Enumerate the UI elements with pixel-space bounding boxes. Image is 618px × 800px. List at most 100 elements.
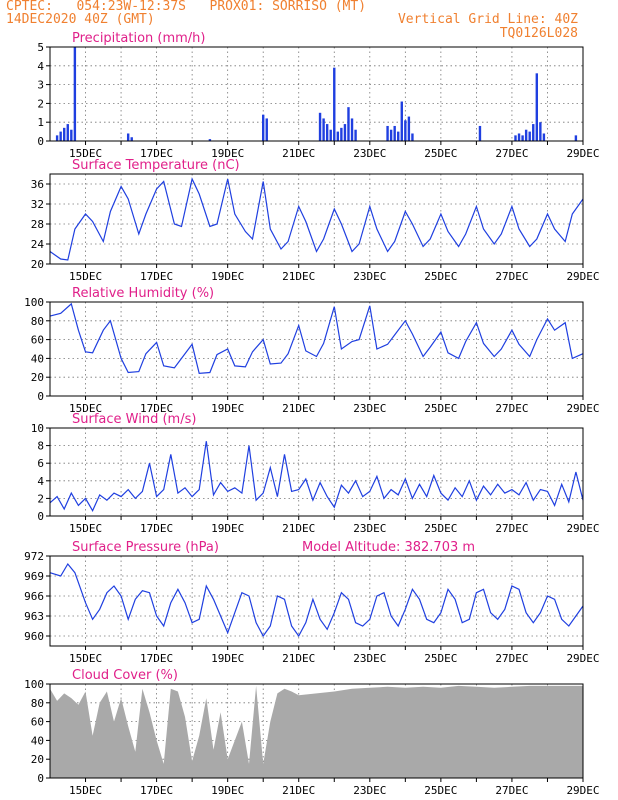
wind-line [49,441,584,513]
cloud-area [50,685,583,778]
pressure-xtick-label: 27DEC [495,652,528,665]
wind-ytick-label: 0 [37,510,44,523]
precip-xtick-label: 15DEC [69,147,102,160]
pressure-xtick-label: 17DEC [140,652,173,665]
temp-xtick-label: 17DEC [140,270,173,283]
precip-bar [322,118,325,141]
precip-bar [532,124,535,141]
cloud-xtick-label: 27DEC [495,784,528,797]
cloud-ytick-label: 80 [31,697,44,710]
pressure-xtick-label: 23DEC [353,652,386,665]
precip-xtick-label: 23DEC [353,147,386,160]
precip-bar [347,107,350,141]
wind-xtick-label: 15DEC [69,522,102,535]
wind-xtick-label: 17DEC [140,522,173,535]
precip-bar [343,124,347,141]
cloud-xtick-label: 19DEC [211,784,244,797]
humidity-ytick-label: 100 [24,296,44,309]
humidity-xtick-label: 27DEC [495,402,528,415]
temp-frame [49,173,584,265]
wind-ytick-label: 2 [37,492,44,505]
pressure-ytick-label: 969 [24,570,44,583]
date-header: 14DEC2020 40Z (GMT) [6,12,155,27]
humidity-xtick-label: 15DEC [69,402,102,415]
temp-xtick-label: 27DEC [495,270,528,283]
wind-ytick-label: 4 [37,475,44,488]
precip-bar [350,118,354,141]
humidity-ytick-label: 80 [31,315,44,328]
humidity-xtick-label: 19DEC [211,402,244,415]
pressure-ytick-label: 960 [24,630,44,643]
wind-ytick-label: 10 [31,422,44,435]
precip-bar [524,129,528,141]
cloud-ytick-label: 0 [37,772,44,785]
precip-ytick-label: 2 [37,97,44,110]
precip-bar [514,135,517,141]
pressure-line [49,562,584,638]
precip-bar [517,133,521,141]
cloud-xtick-label: 25DEC [424,784,457,797]
pressure-xtick-label: 25DEC [424,652,457,665]
precip-xtick-label: 25DEC [424,147,457,160]
humidity-ytick-label: 20 [31,371,44,384]
precip-frame [49,46,584,142]
precip-bar [66,124,69,141]
temp-ytick-label: 36 [31,178,44,191]
cloud-ytick-label: 40 [31,734,44,747]
cloud-frame [49,683,584,779]
precip-bar [329,129,332,141]
precip-xtick-label: 27DEC [495,147,528,160]
precip-bar [208,139,212,141]
temp-xtick-label: 21DEC [282,270,315,283]
precip-bar [130,137,133,141]
precip-bar [574,135,578,141]
temp-xtick-label: 25DEC [424,270,457,283]
precip-bar [262,114,265,141]
precip-xtick-label: 29DEC [566,147,599,160]
precip-bar [325,124,329,141]
precip-bar [265,118,268,141]
cloud-ytick-label: 60 [31,716,44,729]
pressure-ytick-label: 972 [24,550,44,563]
humidity-xtick-label: 23DEC [353,402,386,415]
cloud-title: Cloud Cover (%) [72,668,178,683]
station-header: CPTEC: 054:23W-12:37S PROX01: SORRISO (M… [6,0,367,14]
pressure-ytick-label: 963 [24,610,44,623]
pressure-title: Surface Pressure (hPa) [72,540,219,555]
humidity-ytick-label: 0 [37,390,44,403]
precip-bar [63,127,66,141]
wind-xtick-label: 29DEC [566,522,599,535]
humidity-xtick-label: 29DEC [566,402,599,415]
precip-bar [386,125,389,141]
precip-bar [528,131,531,141]
cloud-xtick-label: 29DEC [566,784,599,797]
precip-bar [354,129,357,141]
precip-ytick-label: 5 [37,41,44,54]
precip-bar [535,73,539,141]
precip-bar [542,133,546,141]
temp-xtick-label: 23DEC [353,270,386,283]
temp-ytick-label: 32 [31,198,44,211]
wind-xtick-label: 23DEC [353,522,386,535]
wind-ytick-label: 8 [37,440,44,453]
cloud-xtick-label: 17DEC [140,784,173,797]
temp-xtick-label: 19DEC [211,270,244,283]
precip-ytick-label: 4 [37,60,44,73]
precip-ytick-label: 1 [37,116,44,129]
humidity-xtick-label: 21DEC [282,402,315,415]
precip-bar [318,112,322,141]
precip-bar [389,129,393,141]
humidity-ytick-label: 60 [31,334,44,347]
precip-bar [73,47,77,141]
humidity-line [49,302,584,375]
pressure-xtick-label: 29DEC [566,652,599,665]
cloud-ytick-label: 100 [24,678,44,691]
precip-ytick-label: 0 [37,135,44,148]
temp-xtick-label: 29DEC [566,270,599,283]
humidity-xtick-label: 17DEC [140,402,173,415]
precip-bar [397,131,400,141]
precip-bar [336,131,340,141]
temp-ytick-label: 28 [31,218,44,231]
precip-bar [539,122,542,141]
precip-bar [126,133,130,141]
